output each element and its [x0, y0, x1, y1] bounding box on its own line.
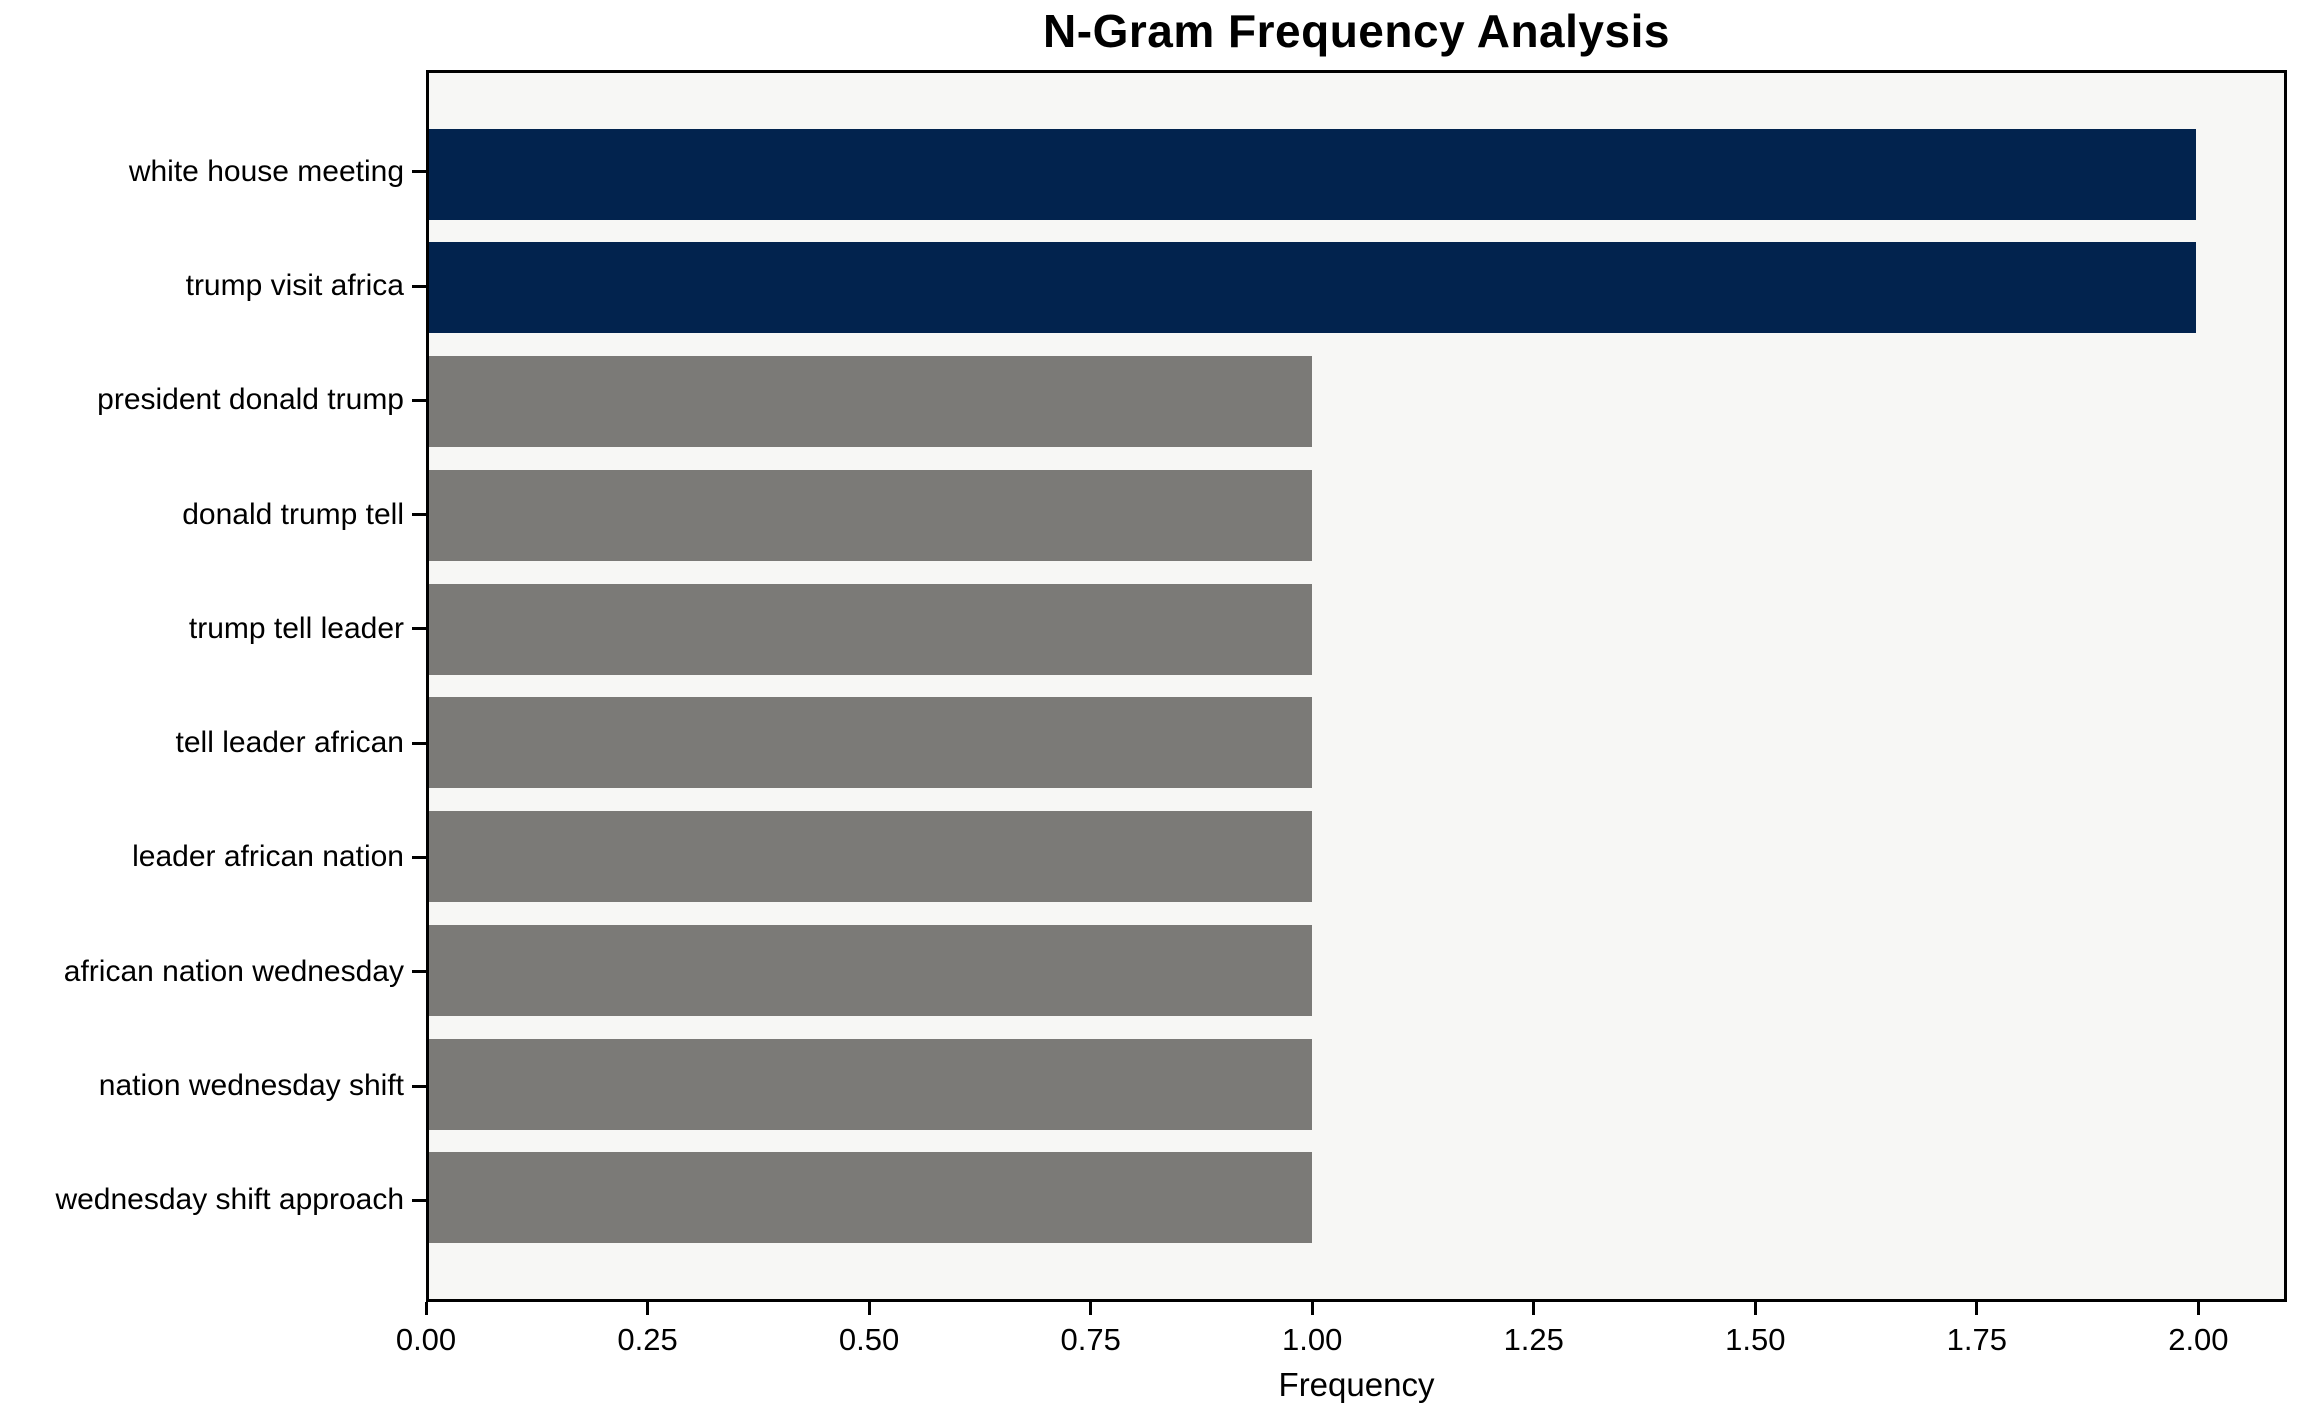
- bar: [429, 128, 2196, 220]
- x-tick-label: 2.00: [2168, 1322, 2229, 1357]
- x-tick-mark: [2196, 1302, 2200, 1315]
- plot-area: [426, 70, 2287, 1302]
- y-tick-mark: [412, 1084, 426, 1088]
- y-tick-label: african nation wednesday: [63, 954, 404, 988]
- bar: [429, 356, 1313, 448]
- y-tick-mark: [412, 627, 426, 631]
- x-tick-label: 1.25: [1503, 1322, 1564, 1357]
- x-tick-mark: [424, 1302, 428, 1315]
- x-tick-mark: [1975, 1302, 1979, 1315]
- y-axis-labels: white house meeting trump visit africa pre…: [0, 70, 404, 1302]
- y-tick-mark: [412, 398, 426, 402]
- bar: [429, 583, 1313, 675]
- y-tick-mark: [412, 855, 426, 859]
- y-tick-label: white house meeting: [128, 154, 404, 188]
- y-tick-label: trump visit africa: [185, 269, 404, 302]
- x-tick-mark: [1089, 1302, 1093, 1315]
- bar: [429, 1038, 1313, 1130]
- y-tick-mark: [412, 513, 426, 517]
- x-tick-mark: [1532, 1302, 1536, 1315]
- chart-title: N-Gram Frequency Analysis: [1043, 5, 1670, 57]
- x-tick-mark: [867, 1302, 871, 1315]
- y-tick-label: nation wednesday shift: [98, 1069, 404, 1102]
- bar: [429, 469, 1313, 561]
- y-tick-label: leader african nation: [132, 840, 404, 874]
- bar: [429, 697, 1313, 789]
- y-tick-mark: [412, 284, 426, 288]
- x-tick-label: 1.75: [1946, 1322, 2007, 1357]
- y-tick-mark: [412, 1198, 426, 1202]
- x-tick-label: 0.75: [1060, 1322, 1121, 1357]
- y-tick-label: president donald trump: [97, 383, 404, 417]
- bar: [429, 1152, 1313, 1244]
- y-tick-mark: [412, 741, 426, 745]
- y-tick-label: trump tell leader: [188, 611, 404, 645]
- x-tick-mark: [1753, 1302, 1757, 1315]
- y-tick-mark: [412, 970, 426, 974]
- x-tick-label: 0.50: [838, 1322, 900, 1357]
- x-tick-label: 1.00: [1282, 1322, 1343, 1357]
- y-tick-label: tell leader african: [175, 726, 404, 760]
- y-tick-mark: [412, 170, 426, 174]
- x-axis-title: Frequency: [1278, 1366, 1435, 1403]
- x-tick-label: 0.25: [617, 1322, 678, 1357]
- x-tick-mark: [646, 1302, 650, 1315]
- x-tick-label: 0.00: [395, 1322, 457, 1357]
- y-tick-label: donald trump tell: [182, 497, 404, 531]
- y-tick-label: wednesday shift approach: [55, 1183, 404, 1217]
- x-tick-mark: [1310, 1302, 1314, 1315]
- x-tick-label: 1.50: [1725, 1322, 1786, 1357]
- bar: [429, 924, 1313, 1016]
- bar: [429, 242, 2196, 334]
- bars-layer: [429, 73, 2284, 1299]
- bar: [429, 811, 1313, 903]
